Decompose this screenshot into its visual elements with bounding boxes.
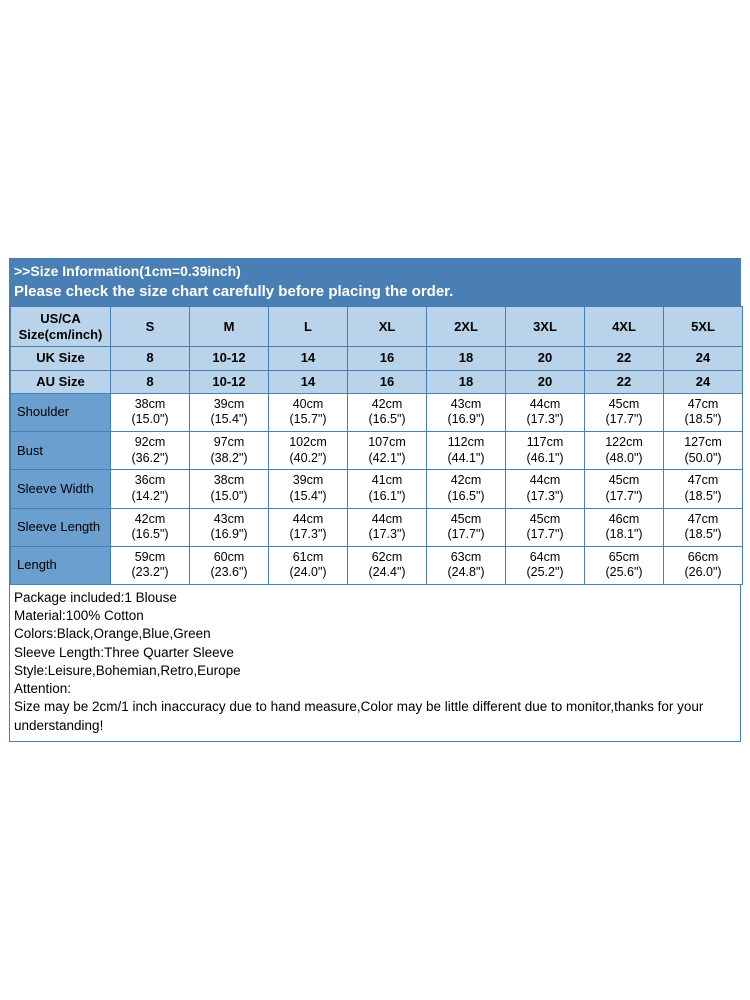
- meas-0-0: 38cm(15.0"): [111, 393, 190, 431]
- row-sleeve-length: Sleeve Length42cm(16.5")43cm(16.9")44cm(…: [11, 508, 743, 546]
- header-line-1: >>Size Information(1cm=0.39inch): [10, 259, 740, 281]
- au-7: 24: [664, 370, 743, 393]
- uk-0: 8: [111, 347, 190, 370]
- meas-4-6: 65cm(25.6"): [585, 546, 664, 584]
- meas-label-3: Sleeve Length: [11, 508, 111, 546]
- meas-3-3: 44cm(17.3"): [348, 508, 427, 546]
- notes-block: Package included:1 Blouse Material:100% …: [10, 585, 740, 741]
- size-col-7: 5XL: [664, 307, 743, 347]
- meas-3-6: 46cm(18.1"): [585, 508, 664, 546]
- au-3: 16: [348, 370, 427, 393]
- meas-4-3: 62cm(24.4"): [348, 546, 427, 584]
- row-shoulder: Shoulder38cm(15.0")39cm(15.4")40cm(15.7"…: [11, 393, 743, 431]
- meas-2-7: 47cm(18.5"): [664, 470, 743, 508]
- meas-2-1: 38cm(15.0"): [190, 470, 269, 508]
- size-col-2: L: [269, 307, 348, 347]
- size-col-4: 2XL: [427, 307, 506, 347]
- uk-4: 18: [427, 347, 506, 370]
- meas-1-7: 127cm(50.0"): [664, 432, 743, 470]
- size-col-0: S: [111, 307, 190, 347]
- au-5: 20: [506, 370, 585, 393]
- meas-3-0: 42cm(16.5"): [111, 508, 190, 546]
- row-bust: Bust92cm(36.2")97cm(38.2")102cm(40.2")10…: [11, 432, 743, 470]
- size-col-1: M: [190, 307, 269, 347]
- uk-3: 16: [348, 347, 427, 370]
- meas-4-4: 63cm(24.8"): [427, 546, 506, 584]
- uk-7: 24: [664, 347, 743, 370]
- note-material: Material:100% Cotton: [14, 607, 736, 625]
- meas-2-3: 41cm(16.1"): [348, 470, 427, 508]
- meas-3-1: 43cm(16.9"): [190, 508, 269, 546]
- meas-label-0: Shoulder: [11, 393, 111, 431]
- note-package: Package included:1 Blouse: [14, 589, 736, 607]
- au-2: 14: [269, 370, 348, 393]
- meas-0-6: 45cm(17.7"): [585, 393, 664, 431]
- meas-3-7: 47cm(18.5"): [664, 508, 743, 546]
- meas-1-6: 122cm(48.0"): [585, 432, 664, 470]
- meas-1-4: 112cm(44.1"): [427, 432, 506, 470]
- meas-0-1: 39cm(15.4"): [190, 393, 269, 431]
- meas-2-2: 39cm(15.4"): [269, 470, 348, 508]
- uk-label: UK Size: [11, 347, 111, 370]
- row-sleeve-width: Sleeve Width36cm(14.2")38cm(15.0")39cm(1…: [11, 470, 743, 508]
- meas-0-3: 42cm(16.5"): [348, 393, 427, 431]
- meas-4-7: 66cm(26.0"): [664, 546, 743, 584]
- meas-label-2: Sleeve Width: [11, 470, 111, 508]
- meas-0-4: 43cm(16.9"): [427, 393, 506, 431]
- uk-2: 14: [269, 347, 348, 370]
- meas-0-7: 47cm(18.5"): [664, 393, 743, 431]
- au-6: 22: [585, 370, 664, 393]
- meas-0-2: 40cm(15.7"): [269, 393, 348, 431]
- au-4: 18: [427, 370, 506, 393]
- note-attention-label: Attention:: [14, 680, 736, 698]
- meas-1-0: 92cm(36.2"): [111, 432, 190, 470]
- meas-2-5: 44cm(17.3"): [506, 470, 585, 508]
- uk-5: 20: [506, 347, 585, 370]
- au-1: 10-12: [190, 370, 269, 393]
- size-table: US/CASize(cm/inch)SMLXL2XL3XL4XL5XLUK Si…: [10, 306, 743, 585]
- size-col-3: XL: [348, 307, 427, 347]
- meas-3-4: 45cm(17.7"): [427, 508, 506, 546]
- meas-4-5: 64cm(25.2"): [506, 546, 585, 584]
- meas-3-5: 45cm(17.7"): [506, 508, 585, 546]
- meas-3-2: 44cm(17.3"): [269, 508, 348, 546]
- meas-label-1: Bust: [11, 432, 111, 470]
- note-style: Style:Leisure,Bohemian,Retro,Europe: [14, 662, 736, 680]
- size-col-6: 4XL: [585, 307, 664, 347]
- row-uk: UK Size810-12141618202224: [11, 347, 743, 370]
- row-length: Length59cm(23.2")60cm(23.6")61cm(24.0")6…: [11, 546, 743, 584]
- note-attention-text: Size may be 2cm/1 inch inaccuracy due to…: [14, 698, 736, 734]
- col-header-usca: US/CASize(cm/inch): [11, 307, 111, 347]
- size-col-5: 3XL: [506, 307, 585, 347]
- meas-2-6: 45cm(17.7"): [585, 470, 664, 508]
- size-chart-panel: >>Size Information(1cm=0.39inch) Please …: [9, 258, 741, 742]
- meas-4-2: 61cm(24.0"): [269, 546, 348, 584]
- row-au: AU Size810-12141618202224: [11, 370, 743, 393]
- meas-4-0: 59cm(23.2"): [111, 546, 190, 584]
- au-0: 8: [111, 370, 190, 393]
- note-sleeve: Sleeve Length:Three Quarter Sleeve: [14, 644, 736, 662]
- meas-label-4: Length: [11, 546, 111, 584]
- meas-0-5: 44cm(17.3"): [506, 393, 585, 431]
- meas-2-0: 36cm(14.2"): [111, 470, 190, 508]
- header-line-2: Please check the size chart carefully be…: [10, 281, 740, 306]
- au-label: AU Size: [11, 370, 111, 393]
- meas-1-2: 102cm(40.2"): [269, 432, 348, 470]
- uk-6: 22: [585, 347, 664, 370]
- row-usca: US/CASize(cm/inch)SMLXL2XL3XL4XL5XL: [11, 307, 743, 347]
- uk-1: 10-12: [190, 347, 269, 370]
- meas-1-1: 97cm(38.2"): [190, 432, 269, 470]
- meas-1-3: 107cm(42.1"): [348, 432, 427, 470]
- meas-4-1: 60cm(23.6"): [190, 546, 269, 584]
- note-colors: Colors:Black,Orange,Blue,Green: [14, 625, 736, 643]
- meas-1-5: 117cm(46.1"): [506, 432, 585, 470]
- meas-2-4: 42cm(16.5"): [427, 470, 506, 508]
